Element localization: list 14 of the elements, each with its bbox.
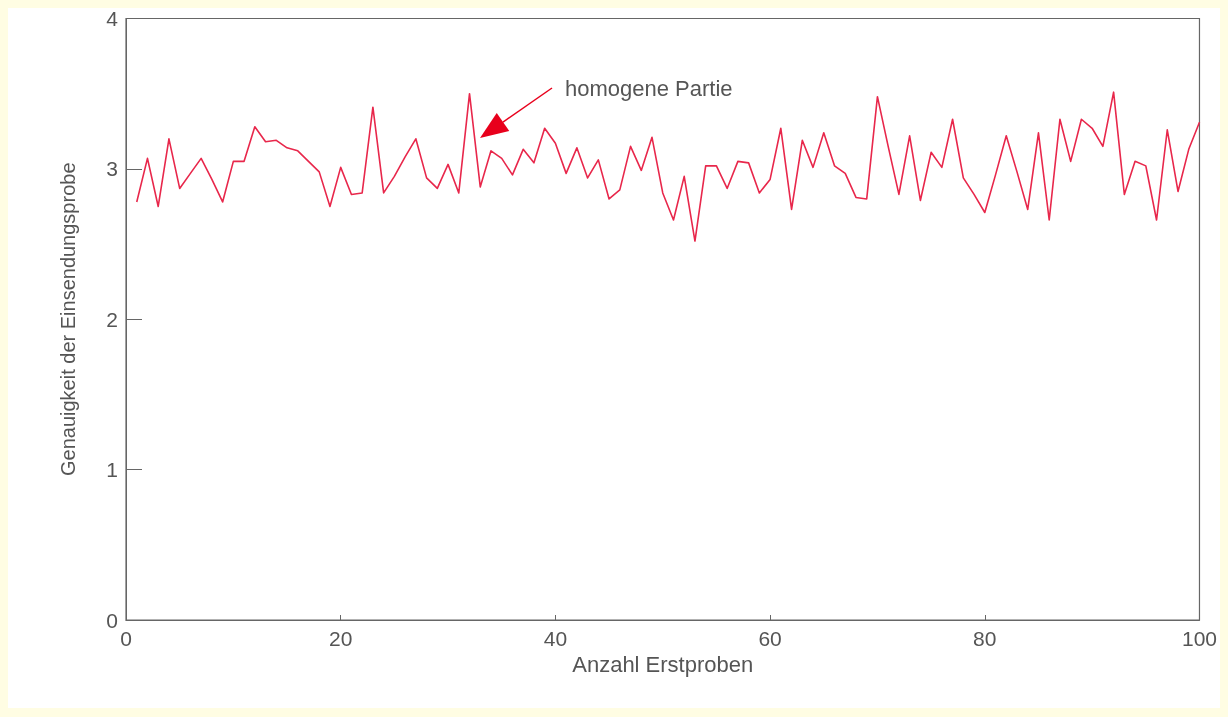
y-tick-label: 2	[106, 307, 118, 331]
x-tick-label: 60	[758, 627, 782, 650]
y-axis-title: Genauigkeit der Einsendungsprobe	[57, 162, 79, 477]
x-tick-label: 100	[1181, 627, 1217, 650]
x-tick-label: 80	[973, 627, 997, 650]
y-tick-label: 3	[106, 157, 118, 181]
x-tick-label: 40	[543, 627, 568, 650]
y-tick-label: 1	[106, 458, 118, 482]
x-axis-title: Anzahl Erstproben	[572, 652, 754, 678]
annotation: homogene Partie	[565, 75, 733, 101]
y-tick-label: 4	[106, 7, 119, 30]
y-tick-label: 0	[106, 608, 118, 632]
x-tick-label: 0	[120, 627, 132, 650]
x-tick-label: 20	[329, 627, 353, 650]
